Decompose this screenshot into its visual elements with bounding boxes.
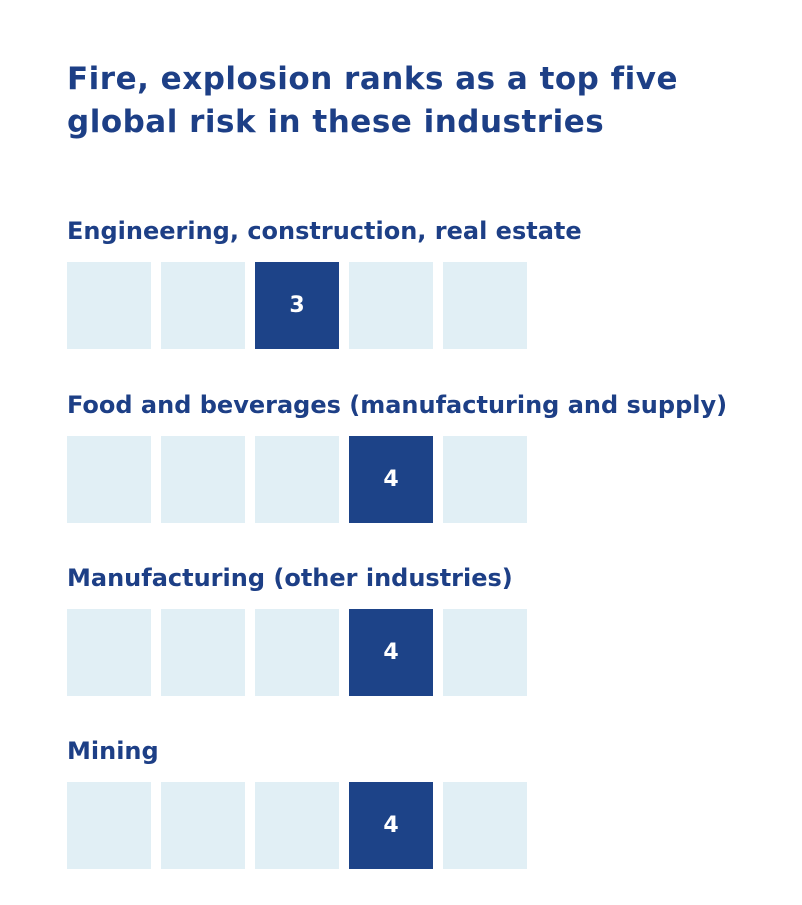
- rank-value: 4: [383, 467, 399, 492]
- rank-box-active: 4: [349, 782, 433, 869]
- rank-box-active: 4: [349, 436, 433, 523]
- rank-box: [255, 436, 339, 523]
- industry-label: Manufacturing (other industries): [67, 564, 513, 592]
- rank-box-active: 3: [255, 262, 339, 349]
- rank-box: [67, 609, 151, 696]
- rank-box: [67, 262, 151, 349]
- rank-box: [161, 262, 245, 349]
- rank-box: [443, 782, 527, 869]
- rank-box: [161, 609, 245, 696]
- industry-row-manufacturing: Manufacturing (other industries) 4: [67, 561, 797, 696]
- industry-label: Mining: [67, 737, 159, 765]
- industry-row-food-beverages: Food and beverages (manufacturing and su…: [67, 388, 797, 523]
- industry-row-mining: Mining 4: [67, 734, 797, 869]
- industry-label: Engineering, construction, real estate: [67, 217, 582, 245]
- rank-box: [443, 262, 527, 349]
- rank-box: [255, 609, 339, 696]
- rank-boxes: 4: [67, 782, 797, 869]
- rank-boxes: 4: [67, 436, 797, 523]
- rank-box: [443, 436, 527, 523]
- industry-label: Food and beverages (manufacturing and su…: [67, 391, 728, 419]
- rank-box: [161, 782, 245, 869]
- rank-box: [67, 436, 151, 523]
- rank-value: 4: [383, 640, 399, 665]
- rank-box: [67, 782, 151, 869]
- rank-box: [349, 262, 433, 349]
- rank-box: [255, 782, 339, 869]
- rank-box: [161, 436, 245, 523]
- industry-row-engineering: Engineering, construction, real estate 3: [67, 214, 797, 349]
- rank-boxes: 4: [67, 609, 797, 696]
- rank-value: 4: [383, 813, 399, 838]
- rank-boxes: 3: [67, 262, 797, 349]
- chart-title: Fire, explosion ranks as a top five glob…: [67, 61, 679, 140]
- rank-box-active: 4: [349, 609, 433, 696]
- rank-box: [443, 609, 527, 696]
- rank-value: 3: [289, 293, 305, 318]
